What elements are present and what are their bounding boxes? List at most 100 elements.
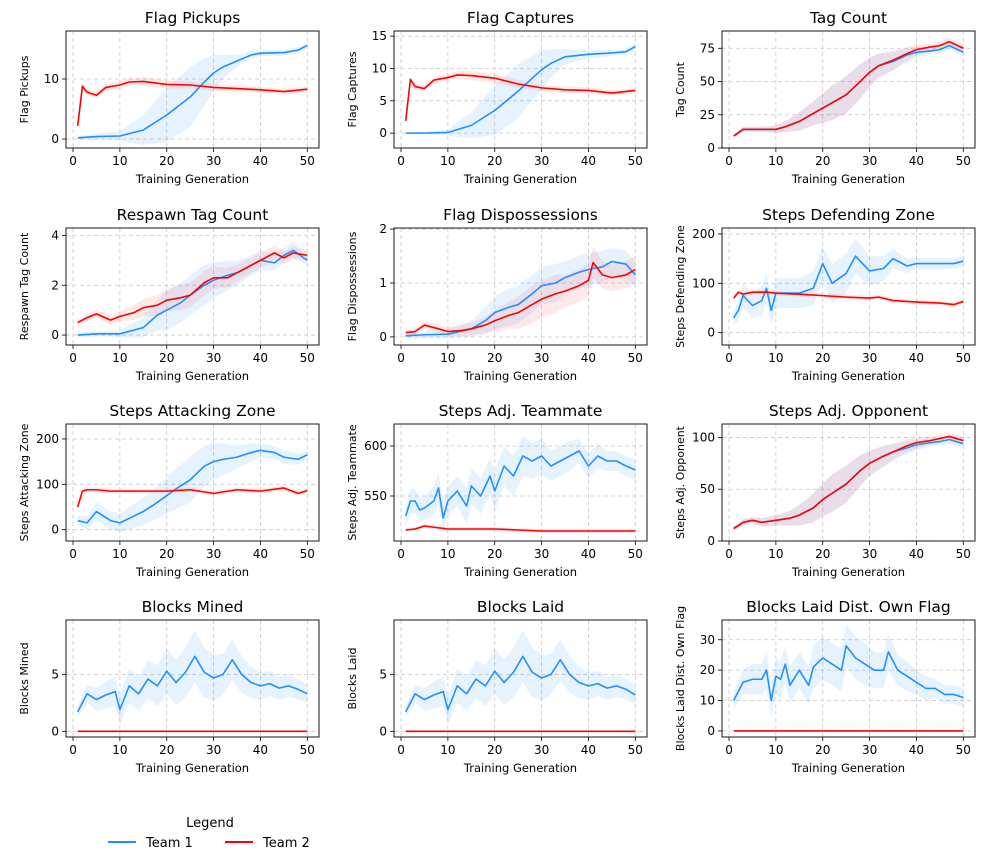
series-line-team-1	[77, 44, 308, 139]
subplot-title: Blocks Mined	[142, 598, 244, 616]
legend-entry: Team 1	[108, 836, 193, 851]
x-tick-label: 20	[487, 547, 502, 561]
y-tick-label: 0	[51, 724, 59, 738]
subplot-8: 0 10 20 30 40 50 550 600 Steps Adj. Teammate Trai…	[346, 402, 648, 579]
axes-frame	[65, 227, 320, 346]
y-tick-label: 75	[700, 41, 715, 55]
y-axis-label: Blocks Mined	[18, 642, 31, 714]
plot-area	[77, 242, 308, 338]
x-tick-label: 10	[440, 351, 455, 365]
axes-frame	[65, 619, 320, 738]
subplot-title: Flag Captures	[467, 9, 574, 27]
legend-title: Legend	[186, 816, 234, 831]
subplot-12: 0 10 20 30 40 50 0 10 20 30 Blocks Laid Dist. Own …	[674, 598, 976, 775]
y-tick-label: 0	[51, 132, 59, 146]
plot-area	[733, 624, 964, 732]
series-line-team-1	[77, 655, 308, 713]
y-tick-label: 0	[51, 328, 59, 342]
confidence-band-team-1	[405, 630, 636, 725]
subplot-11: 0 10 20 30 40 50 0 5 Blocks Laid Training Generat…	[346, 598, 648, 775]
subplot-title: Steps Defending Zone	[762, 206, 935, 224]
x-axis-label: Training Generation	[791, 565, 905, 579]
y-axis-label: Respawn Tag Count	[18, 232, 31, 340]
plot-area	[405, 246, 636, 339]
y-axis-label: Flag Dispossessions	[346, 231, 359, 341]
y-axis-label: Steps Defending Zone	[674, 225, 687, 348]
x-tick-label: 0	[397, 547, 405, 561]
subplot-title: Respawn Tag Count	[117, 206, 269, 224]
y-tick-label: 10	[44, 72, 59, 86]
x-tick-label: 0	[725, 351, 733, 365]
y-tick-label: 100	[36, 477, 59, 491]
confidence-band-team-1	[405, 247, 636, 339]
y-tick-label: 0	[707, 724, 715, 738]
confidence-band-team-1	[405, 436, 636, 533]
axes-frame	[721, 423, 976, 542]
subplot-4: 0 10 20 30 40 50 0 2 4 Respawn Tag Count Training …	[18, 206, 320, 383]
y-axis-label: Flag Captures	[346, 51, 359, 127]
subplot-title: Steps Adj. Opponent	[769, 402, 928, 420]
y-tick-label: 4	[51, 228, 59, 242]
plot-area	[76, 443, 308, 532]
series-line-team-1	[405, 655, 636, 713]
x-tick-label: 50	[956, 743, 971, 757]
x-tick-label: 20	[815, 547, 830, 561]
series-line-team-2	[76, 487, 308, 508]
confidence-band-team-1	[77, 630, 308, 725]
y-axis-label: Blocks Laid Dist. Own Flag	[674, 606, 687, 751]
x-axis-label: Training Generation	[463, 761, 577, 775]
plot-area	[733, 37, 964, 138]
x-axis-label: Training Generation	[463, 565, 577, 579]
y-tick-label: 100	[692, 276, 715, 290]
x-tick-label: 20	[815, 351, 830, 365]
x-tick-label: 10	[440, 154, 455, 168]
series-line-team-2	[733, 40, 964, 137]
plot-area	[733, 238, 964, 326]
plot-area	[76, 42, 308, 145]
plot-area	[405, 630, 636, 733]
x-tick-label: 0	[69, 743, 77, 757]
x-tick-label: 50	[300, 547, 315, 561]
subplot-3: 0 10 20 30 40 50 0 25 50 75 Tag Count Training Gene…	[674, 9, 976, 186]
y-tick-label: 0	[707, 534, 715, 548]
axes-frame	[65, 423, 320, 542]
x-tick-label: 30	[534, 351, 549, 365]
y-tick-label: 0	[379, 330, 387, 344]
x-tick-label: 50	[300, 154, 315, 168]
gridlines	[66, 228, 319, 345]
x-tick-label: 20	[159, 547, 174, 561]
x-tick-label: 50	[956, 547, 971, 561]
x-tick-label: 0	[725, 154, 733, 168]
legend-entry: Team 2	[225, 836, 310, 851]
x-tick-label: 20	[159, 351, 174, 365]
y-tick-label: 0	[707, 141, 715, 155]
subplot-10: 0 10 20 30 40 50 0 5 Blocks Mined Training Genera…	[18, 598, 320, 775]
x-axis-label: Training Generation	[135, 172, 249, 186]
x-tick-label: 40	[253, 743, 268, 757]
axes-frame	[393, 423, 648, 542]
y-tick-label: 2	[51, 278, 59, 292]
series-line-team-2	[405, 525, 636, 532]
y-tick-label: 5	[51, 668, 59, 682]
y-tick-label: 50	[700, 482, 715, 496]
series-line-team-2	[733, 435, 964, 530]
x-tick-label: 40	[253, 547, 268, 561]
y-tick-label: 0	[707, 326, 715, 340]
axes-frame	[393, 619, 648, 738]
x-tick-label: 0	[397, 154, 405, 168]
x-axis-label: Training Generation	[791, 172, 905, 186]
y-tick-label: 600	[364, 439, 387, 453]
x-tick-label: 10	[440, 743, 455, 757]
series-line-team-1	[77, 449, 308, 524]
x-tick-label: 30	[206, 154, 221, 168]
x-tick-label: 10	[112, 547, 127, 561]
x-tick-label: 10	[768, 743, 783, 757]
subplot-2: 0 10 20 30 40 50 0 5 10 15 Flag Captures Training G…	[346, 9, 648, 186]
x-tick-label: 50	[956, 351, 971, 365]
x-tick-label: 30	[862, 351, 877, 365]
x-tick-label: 0	[69, 154, 77, 168]
y-axis-label: Flag Pickups	[18, 55, 31, 123]
y-tick-label: 0	[51, 523, 59, 537]
y-tick-label: 0	[379, 126, 387, 140]
plot-area	[404, 436, 636, 533]
